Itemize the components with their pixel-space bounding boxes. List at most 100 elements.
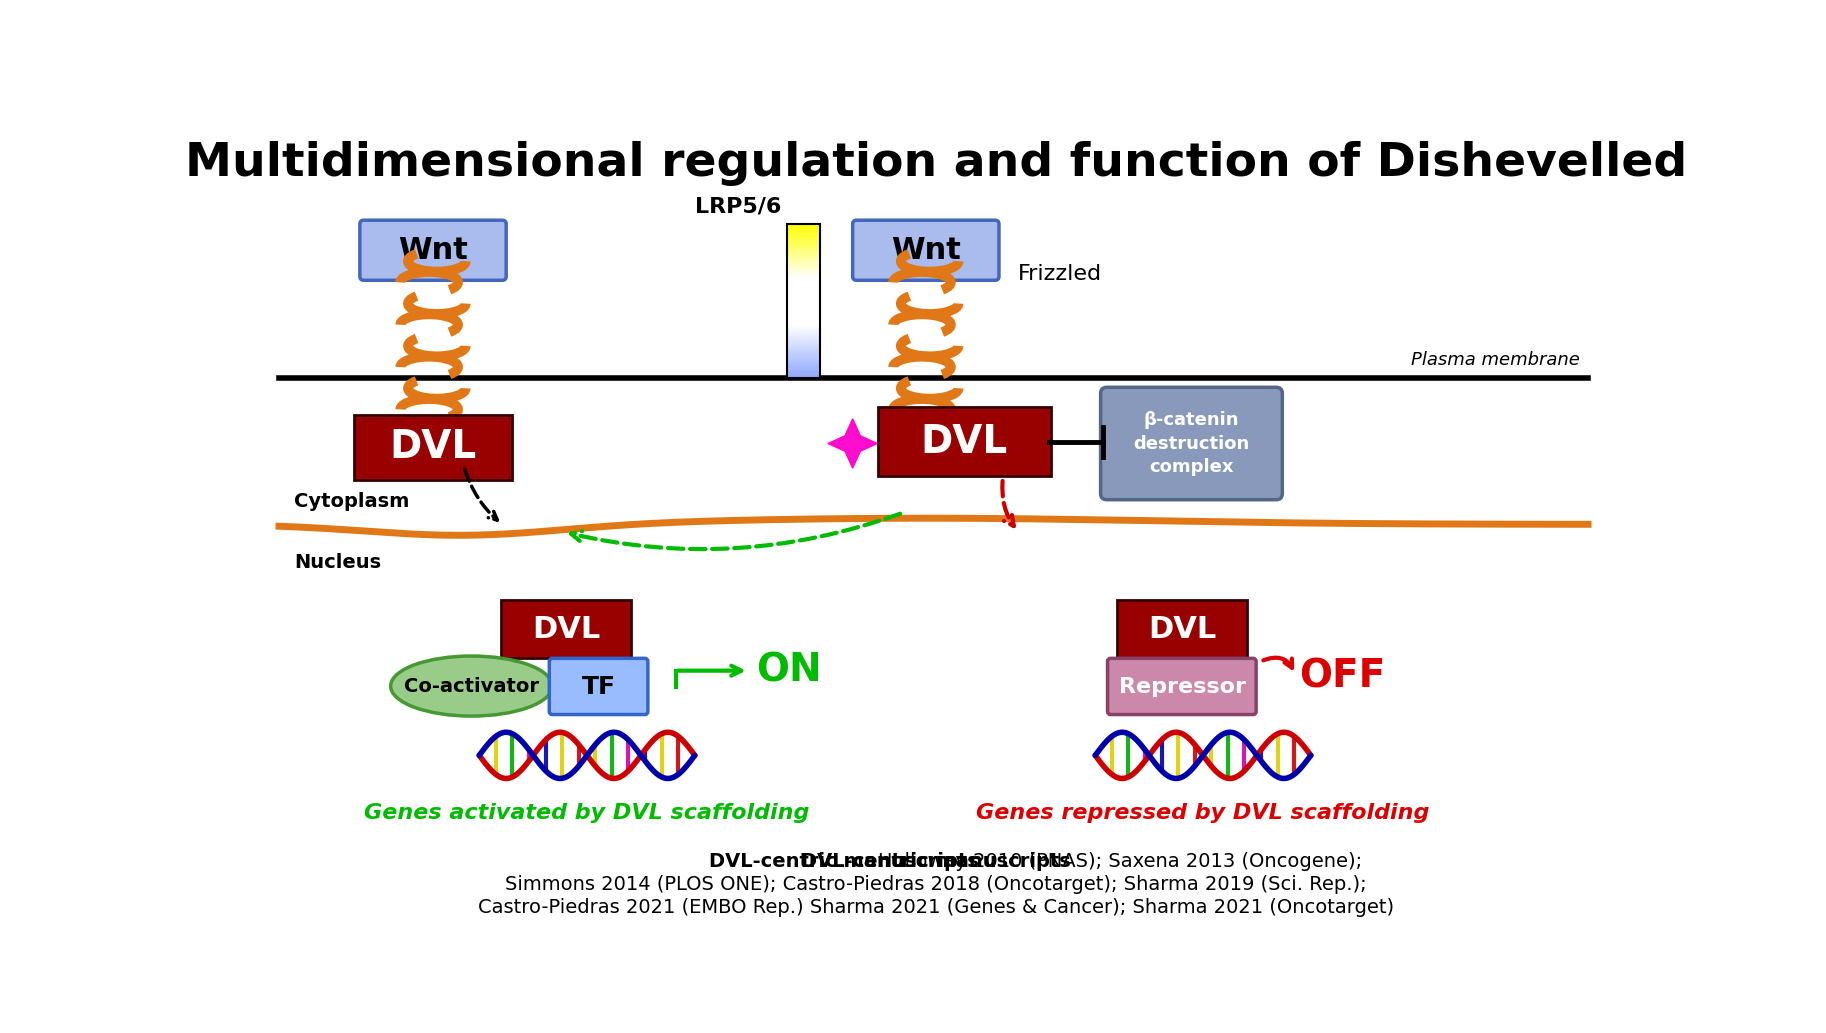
Bar <box>787 243 820 245</box>
Bar <box>787 236 820 238</box>
Text: ON: ON <box>756 652 822 690</box>
Bar <box>787 227 820 229</box>
Bar <box>787 272 820 273</box>
Bar <box>787 281 820 282</box>
Bar <box>787 284 820 285</box>
Bar <box>787 335 820 337</box>
Bar <box>787 241 820 243</box>
Bar <box>787 299 820 301</box>
Bar <box>787 339 820 341</box>
Text: Genes activated by DVL scaffolding: Genes activated by DVL scaffolding <box>365 803 809 823</box>
Ellipse shape <box>391 656 551 716</box>
FancyBboxPatch shape <box>1108 658 1256 715</box>
Text: Plasma membrane: Plasma membrane <box>1411 351 1579 369</box>
Bar <box>787 273 820 274</box>
Text: Multidimensional regulation and function of Dishevelled: Multidimensional regulation and function… <box>184 142 1687 187</box>
Bar <box>787 322 820 324</box>
Bar <box>787 334 820 336</box>
Bar <box>787 288 820 289</box>
Bar <box>787 371 820 373</box>
Bar <box>787 259 820 260</box>
Bar <box>787 245 820 247</box>
Bar <box>787 341 820 343</box>
Text: DVL-centric manuscripts: DVL-centric manuscripts <box>802 851 1070 871</box>
Bar <box>787 374 820 376</box>
FancyBboxPatch shape <box>500 600 632 658</box>
Text: Cytoplasm: Cytoplasm <box>294 492 409 510</box>
Bar <box>787 252 820 253</box>
Bar <box>787 358 820 361</box>
Text: DVL: DVL <box>920 422 1008 461</box>
Bar <box>787 345 820 347</box>
Bar <box>787 333 820 335</box>
Bar <box>787 233 820 236</box>
Bar <box>787 305 820 307</box>
Bar <box>787 261 820 262</box>
Text: Wnt: Wnt <box>398 236 467 264</box>
Bar <box>787 363 820 365</box>
Bar <box>787 320 820 322</box>
Bar <box>787 324 820 326</box>
Bar <box>787 369 820 371</box>
Bar <box>787 298 820 300</box>
Bar <box>787 249 820 250</box>
FancyBboxPatch shape <box>878 407 1050 476</box>
Bar <box>787 326 820 328</box>
Bar <box>787 332 820 334</box>
Text: DVL: DVL <box>531 616 601 645</box>
Bar <box>787 300 820 302</box>
FancyBboxPatch shape <box>1118 600 1247 658</box>
Bar <box>787 340 820 342</box>
Bar <box>787 338 820 340</box>
Bar <box>787 364 820 366</box>
Bar <box>787 250 820 251</box>
Bar <box>787 373 820 375</box>
Bar <box>787 269 820 270</box>
Bar <box>787 367 820 369</box>
Text: Frizzled: Frizzled <box>1019 264 1103 284</box>
Bar <box>787 370 820 372</box>
Bar <box>787 318 820 320</box>
Bar <box>787 240 820 242</box>
FancyBboxPatch shape <box>1101 387 1282 500</box>
Bar <box>787 265 820 267</box>
Bar <box>787 293 820 295</box>
Bar <box>787 224 820 226</box>
Bar <box>787 258 820 259</box>
Bar <box>787 231 820 233</box>
Text: Wnt: Wnt <box>891 236 960 264</box>
Bar <box>787 325 820 327</box>
Bar <box>787 292 820 294</box>
Text: :  Holloway 2010 (PNAS); Saxena 2013 (Oncogene);: : Holloway 2010 (PNAS); Saxena 2013 (Onc… <box>858 851 1362 871</box>
Bar <box>787 282 820 283</box>
Bar <box>787 260 820 261</box>
Bar <box>787 377 820 379</box>
FancyBboxPatch shape <box>354 415 511 479</box>
Text: Nucleus: Nucleus <box>294 554 382 572</box>
Bar <box>787 264 820 265</box>
Bar <box>787 311 820 313</box>
Bar <box>787 244 820 246</box>
Bar <box>787 237 820 239</box>
Bar <box>787 274 820 275</box>
Bar <box>787 285 820 286</box>
Bar <box>787 357 820 359</box>
Bar <box>787 354 820 356</box>
Bar <box>787 263 820 264</box>
Bar <box>787 330 820 332</box>
Bar <box>787 226 820 228</box>
Bar <box>787 296 820 299</box>
Bar <box>787 303 820 305</box>
Bar <box>787 348 820 350</box>
Bar <box>787 294 820 296</box>
Bar <box>787 365 820 367</box>
Bar <box>787 307 820 309</box>
Bar <box>787 275 820 276</box>
Bar <box>787 302 820 304</box>
Bar <box>787 342 820 344</box>
Bar <box>787 346 820 348</box>
Bar <box>787 230 820 232</box>
Bar <box>787 225 820 227</box>
Bar <box>787 301 820 303</box>
Bar <box>787 242 820 244</box>
